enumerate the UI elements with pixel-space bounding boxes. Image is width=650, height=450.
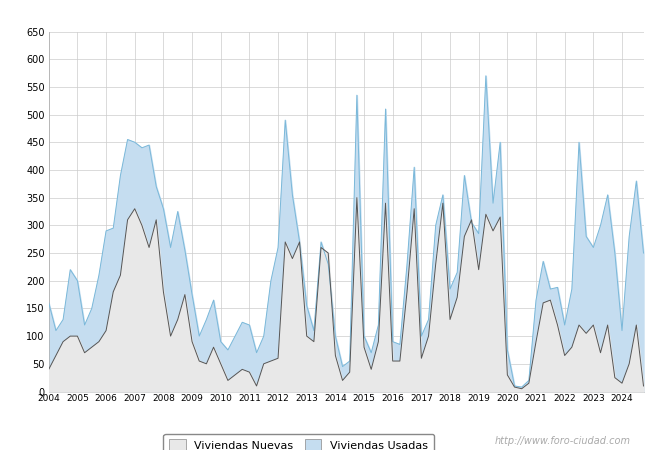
Legend: Viviendas Nuevas, Viviendas Usadas: Viviendas Nuevas, Viviendas Usadas: [163, 434, 434, 450]
Text: Manilva - Evolucion del Nº de Transacciones Inmobiliarias: Manilva - Evolucion del Nº de Transaccio…: [114, 9, 536, 24]
Text: http://www.foro-ciudad.com: http://www.foro-ciudad.com: [495, 436, 630, 446]
